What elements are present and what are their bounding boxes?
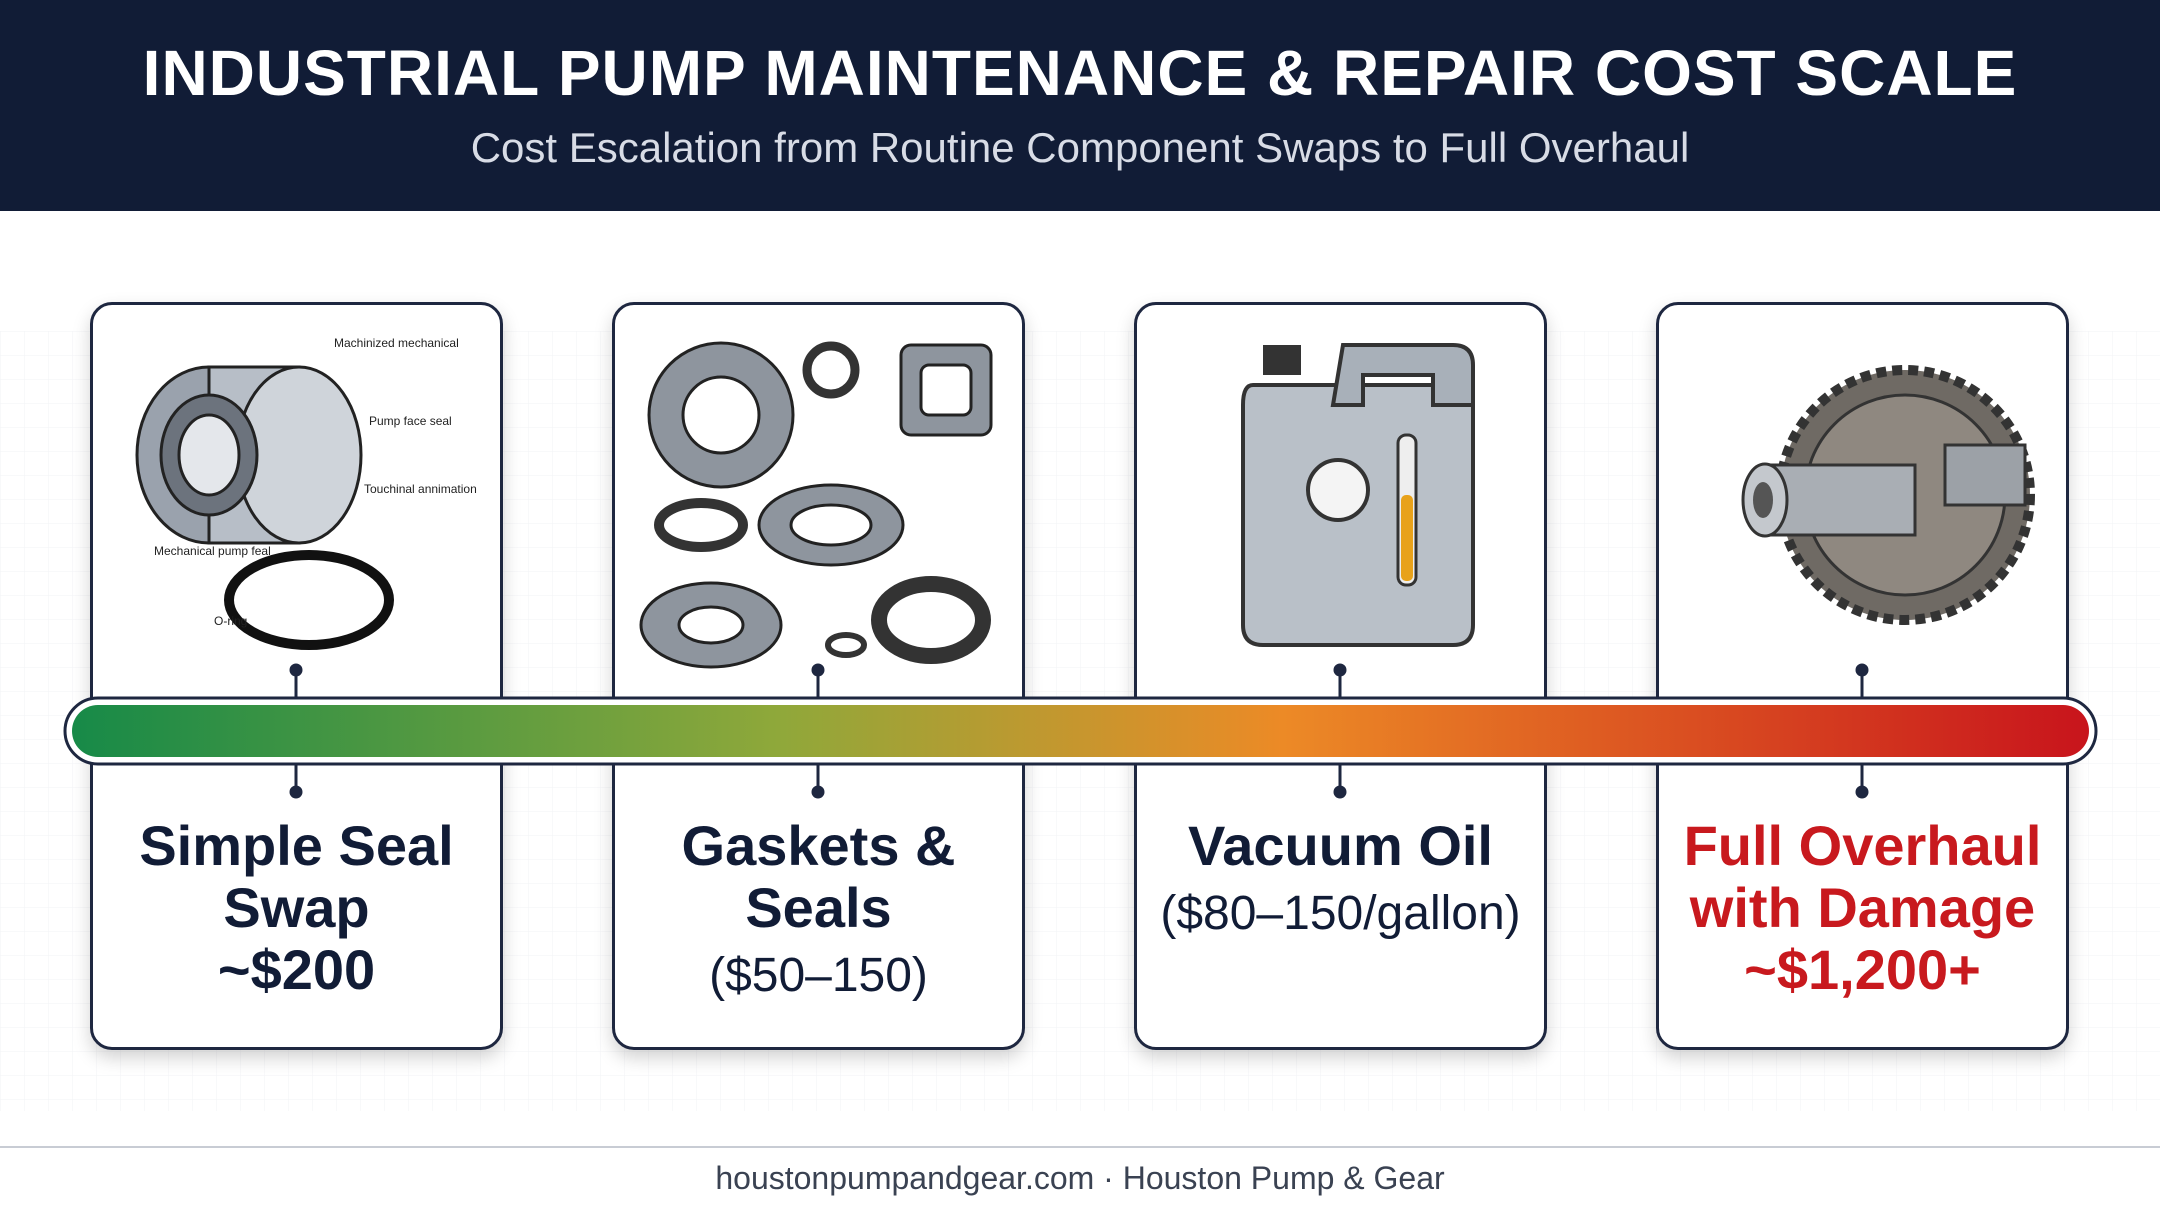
subtitle: Cost Escalation from Routine Component S… xyxy=(470,124,1690,171)
card-label: Full Overhaul with Damage xyxy=(1683,814,2042,939)
card-cost: ~$1,200+ xyxy=(1744,938,1981,1001)
title: INDUSTRIAL PUMP MAINTENANCE & REPAIR COS… xyxy=(142,37,2018,109)
annotation: Pump face seal xyxy=(369,414,452,428)
card-label: Vacuum Oil xyxy=(1188,814,1493,877)
card-label: Gaskets & Seals xyxy=(681,814,956,939)
seal-illustration: Machinized mechanical Pump face seal Tou… xyxy=(135,336,477,650)
card-cost: ($80–150/gallon) xyxy=(1160,887,1521,940)
card-title: Simple Seal Swap ~$200 xyxy=(103,815,490,1001)
card: Machinized mechanical Pump face seal Tou… xyxy=(90,302,503,1050)
card-cost: ~$200 xyxy=(217,938,376,1001)
footer: houstonpumpandgear.com · Houston Pump & … xyxy=(715,1160,1445,1196)
annotation: O-ring xyxy=(214,614,247,628)
card-title: Full Overhaul with Damage ~$1,200+ xyxy=(1669,815,2056,1001)
annotation: Machinized mechanical xyxy=(334,336,459,350)
gear-illustration xyxy=(1741,365,2035,625)
annotation: Mechanical pump feal xyxy=(154,544,271,558)
card-title: Vacuum Oil ($80–150/gallon) xyxy=(1147,815,1534,945)
gasket-illustration xyxy=(639,341,993,669)
footer-rule xyxy=(0,1146,2160,1148)
card: Full Overhaul with Damage ~$1,200+ xyxy=(1656,302,2069,1050)
oil-jug-illustration xyxy=(1241,343,1475,647)
card-title: Gaskets & Seals ($50–150) xyxy=(625,815,1012,1007)
annotation: Touchinal annimation xyxy=(364,482,477,496)
card-label: Simple Seal Swap xyxy=(139,814,454,939)
card: Vacuum Oil ($80–150/gallon) xyxy=(1134,302,1547,1050)
header: INDUSTRIAL PUMP MAINTENANCE & REPAIR COS… xyxy=(0,0,2160,211)
card: Gaskets & Seals ($50–150) xyxy=(612,302,1025,1050)
card-cost: ($50–150) xyxy=(709,949,928,1002)
